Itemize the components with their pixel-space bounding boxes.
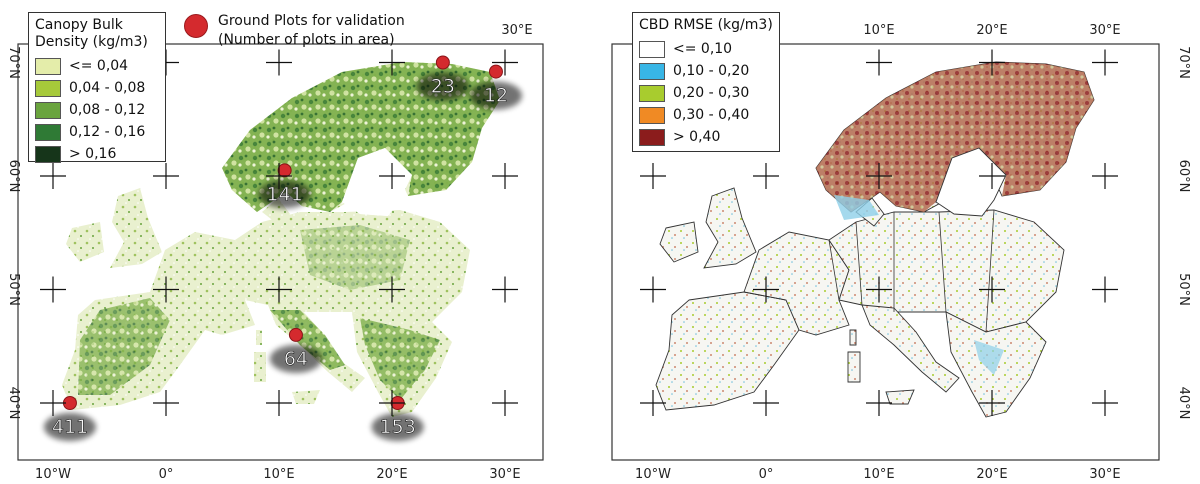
cbd-legend-row: 0,12 - 0,16 — [35, 121, 159, 143]
plot-dot — [277, 163, 292, 178]
cbd-legend-row: > 0,16 — [35, 143, 159, 165]
axis-tick-label: 10°W — [35, 467, 71, 482]
left-map-land — [62, 62, 500, 417]
plot-marker: 141 — [258, 163, 311, 209]
cbd-swatch — [35, 145, 61, 163]
rmse-legend-row: 0,20 - 0,30 — [639, 82, 773, 104]
plot-label-shadow — [416, 72, 469, 101]
cbd-legend-title: Canopy Bulk — [35, 17, 123, 33]
rmse-legend-title: CBD RMSE (kg/m3) — [639, 17, 773, 33]
plot-dot-icon — [184, 14, 208, 38]
rmse-swatch — [639, 84, 665, 102]
axis-tick-label: 70°N — [1176, 46, 1191, 79]
rmse-legend-row: > 0,40 — [639, 126, 773, 148]
axis-tick-label: 60°N — [6, 160, 21, 193]
rmse-swatch — [639, 62, 665, 80]
axis-tick-label: 30°E — [501, 23, 532, 38]
plot-label-shadow — [371, 413, 424, 441]
rmse-legend: CBD RMSE (kg/m3) <= 0,10 0,10 - 0,20 0,20 … — [632, 12, 780, 152]
axis-tick-label: 20°E — [976, 23, 1007, 38]
axis-tick-label: 10°E — [863, 467, 894, 482]
plot-marker: 153 — [371, 396, 424, 441]
cbd-swatch — [35, 79, 61, 97]
rmse-swatch — [639, 128, 665, 146]
rmse-legend-label: <= 0,10 — [673, 41, 733, 57]
cbd-legend-label: 0,04 - 0,08 — [69, 80, 146, 96]
plot-count-label: 64 — [284, 348, 308, 370]
rmse-legend-label: > 0,40 — [673, 129, 721, 145]
axis-tick-label: 50°N — [6, 273, 21, 306]
axis-tick-label: 70°N — [6, 46, 21, 79]
right-map-land — [655, 61, 1095, 418]
cbd-legend-label: > 0,16 — [69, 146, 117, 162]
axis-tick-label: 30°E — [489, 467, 520, 482]
axis-tick-label: 30°E — [1089, 23, 1120, 38]
plot-count-label: 23 — [431, 76, 455, 98]
cbd-swatch — [35, 123, 61, 141]
axis-tick-label: 30°E — [1089, 467, 1120, 482]
plot-count-label: 141 — [267, 183, 303, 205]
plot-count-label: 12 — [484, 85, 508, 107]
cbd-swatch — [35, 101, 61, 119]
rmse-legend-label: 0,10 - 0,20 — [673, 63, 750, 79]
cbd-legend-label: 0,08 - 0,12 — [69, 102, 146, 118]
plot-dot — [288, 327, 303, 342]
plots-legend-line2: (Number of plots in area) — [218, 32, 395, 48]
plot-count-label: 153 — [380, 416, 416, 438]
cbd-legend-title-2: Density (kg/m3) — [35, 34, 148, 50]
plot-marker: 23 — [416, 55, 469, 101]
plots-legend-line1: Ground Plots for validation — [218, 13, 405, 29]
axis-tick-label: 40°N — [1176, 387, 1191, 420]
cbd-legend-row: 0,04 - 0,08 — [35, 77, 159, 99]
rmse-swatch — [639, 40, 665, 58]
plot-markers: 23 12 141 64 411 153 — [43, 55, 522, 441]
left-map: 23 12 141 64 411 153 — [17, 43, 544, 461]
rmse-legend-row: <= 0,10 — [639, 38, 773, 60]
rmse-legend-label: 0,20 - 0,30 — [673, 85, 750, 101]
axis-tick-label: 10°E — [263, 467, 294, 482]
plot-label-shadow — [258, 180, 311, 209]
axis-tick-label: 10°W — [635, 467, 671, 482]
axis-tick-label: 0° — [759, 467, 774, 482]
plot-count-label: 411 — [52, 416, 88, 438]
rmse-swatch — [639, 106, 665, 124]
plot-label-shadow — [43, 413, 96, 441]
axis-tick-label: 50°N — [1176, 273, 1191, 306]
rmse-legend-row: 0,10 - 0,20 — [639, 60, 773, 82]
axis-tick-label: 20°E — [376, 467, 407, 482]
axis-tick-label: 60°N — [1176, 160, 1191, 193]
axis-labels: 10°W 0° 10°E 20°E 30°E 30°E 70°N 60°N 50°N 40°N 10… — [6, 23, 1191, 482]
cbd-swatch — [35, 57, 61, 75]
axis-tick-label: 40°N — [6, 387, 21, 420]
ground-plots-legend: Ground Plots for validation (Number of p… — [184, 12, 405, 50]
plot-dot — [435, 55, 450, 70]
rmse-legend-label: 0,30 - 0,40 — [673, 107, 750, 123]
cbd-legend-row: 0,08 - 0,12 — [35, 99, 159, 121]
axis-tick-label: 20°E — [976, 467, 1007, 482]
cbd-legend-label: 0,12 - 0,16 — [69, 124, 146, 140]
cbd-legend: Canopy Bulk Density (kg/m3) <= 0,04 0,04 … — [28, 12, 166, 165]
axis-tick-label: 10°E — [863, 23, 894, 38]
cbd-legend-label: <= 0,04 — [69, 58, 129, 74]
rmse-legend-row: 0,30 - 0,40 — [639, 104, 773, 126]
plot-label-shadow — [269, 344, 322, 373]
plot-label-shadow — [469, 81, 522, 110]
axis-tick-label: 0° — [159, 467, 174, 482]
plot-marker: 64 — [269, 327, 322, 373]
plot-dot — [488, 64, 503, 79]
plot-marker: 12 — [469, 64, 522, 110]
cbd-legend-row: <= 0,04 — [35, 55, 159, 77]
